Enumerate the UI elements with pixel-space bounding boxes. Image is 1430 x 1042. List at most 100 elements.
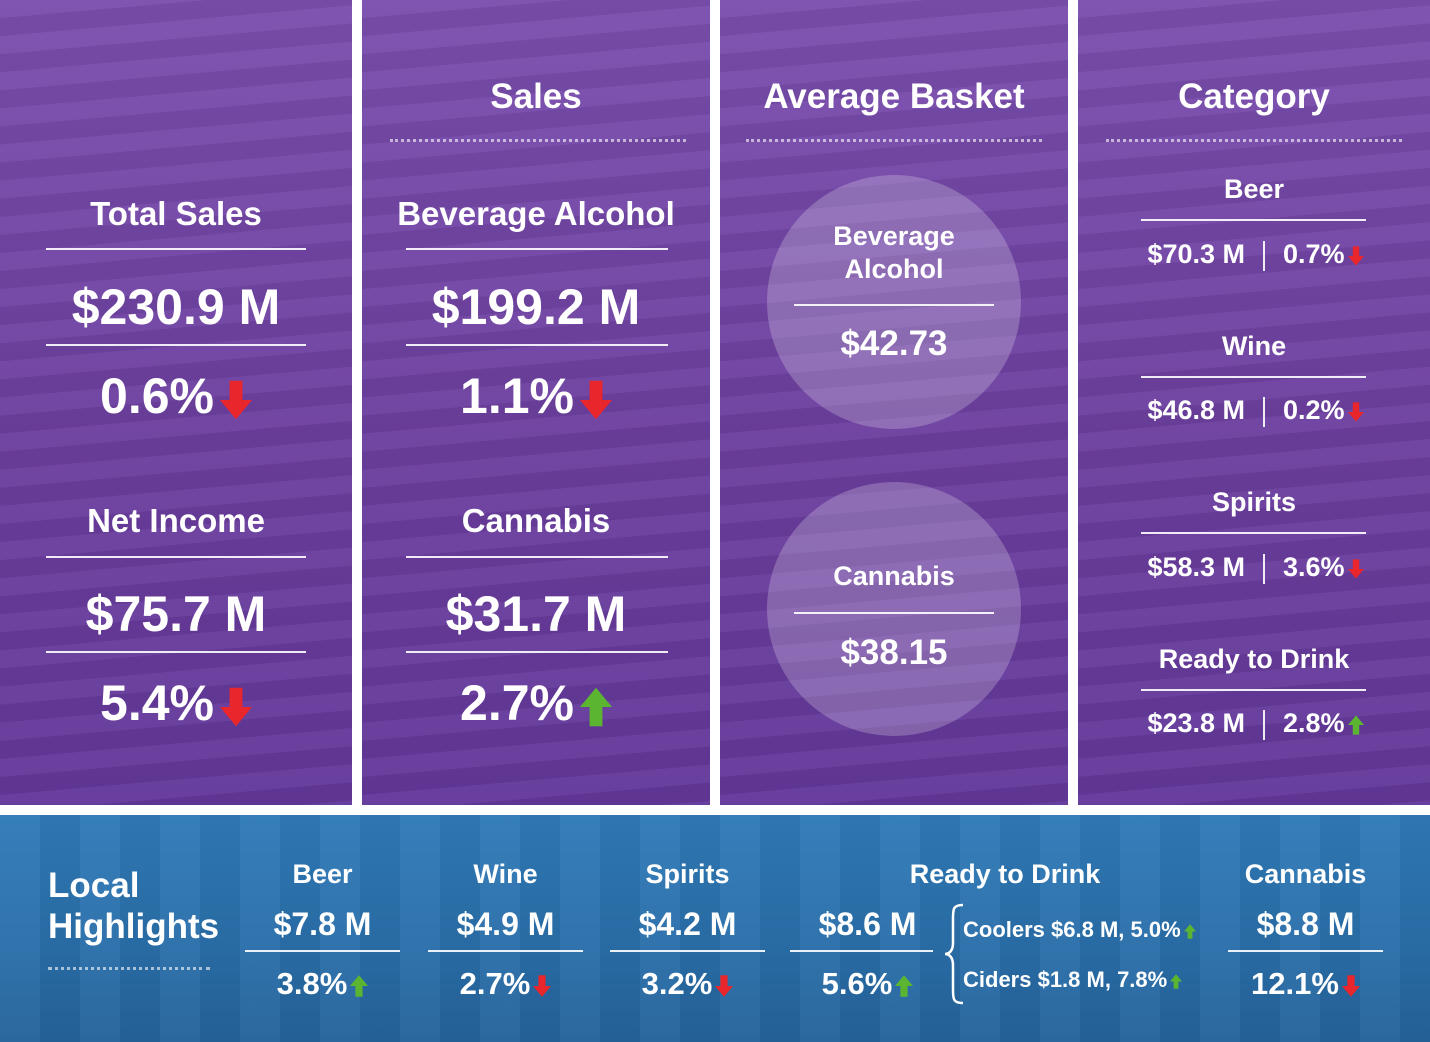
dotted-divider	[746, 139, 1042, 142]
separator	[1263, 241, 1265, 271]
local-spirits-value: $4.2 M	[638, 906, 737, 942]
divider	[245, 950, 400, 952]
arrow-down-icon	[580, 378, 612, 422]
basket-cannabis-value: $38.15	[840, 633, 948, 672]
local-wine-label: Wine	[473, 859, 538, 889]
category-item-change: 0.2%	[1283, 395, 1345, 425]
arrow-up-icon	[1170, 973, 1182, 990]
arrow-down-icon	[533, 974, 551, 998]
category-item-change: 3.6%	[1283, 552, 1345, 582]
local-beer-change: 3.8%	[276, 966, 348, 1001]
divider	[1141, 532, 1366, 534]
dotted-divider	[1106, 139, 1402, 142]
divider	[46, 344, 306, 346]
local-rtd-coolers: Coolers $6.8 M, 5.0%	[963, 917, 1181, 942]
average-basket-panel: Average Basket Beverage Alcohol $42.73 C…	[720, 0, 1068, 805]
category-item-label: Beer	[1223, 174, 1285, 204]
divider	[46, 556, 306, 558]
arrow-down-icon	[715, 974, 733, 998]
beverage-alcohol-change-row: 1.1%	[362, 367, 710, 425]
beverage-alcohol-basket-circle	[767, 175, 1021, 429]
sales-panel: Sales Beverage Alcohol $199.2 M 1.1% Can…	[362, 0, 710, 805]
dotted-divider	[390, 139, 686, 142]
divider	[406, 651, 668, 653]
basket-cannabis-label: Cannabis	[833, 561, 955, 591]
local-rtd-label: Ready to Drink	[909, 859, 1101, 889]
separator	[1263, 554, 1265, 584]
category-item-change: 0.7%	[1283, 239, 1345, 269]
divider	[406, 248, 668, 250]
cannabis-change-row: 2.7%	[362, 674, 710, 732]
local-wine-change-row: 2.7%	[428, 966, 583, 1002]
divider	[428, 950, 583, 952]
net-income-change: 5.4%	[100, 675, 214, 731]
local-beer-label: Beer	[292, 859, 353, 889]
average-basket-title: Average Basket	[763, 77, 1025, 116]
arrow-down-icon	[220, 685, 252, 729]
basket-beverage-alcohol-value: $42.73	[840, 324, 948, 363]
category-item-change-row: 3.6%	[1283, 552, 1364, 583]
local-cannabis-change: 12.1%	[1251, 966, 1339, 1001]
cannabis-value: $31.7 M	[445, 586, 627, 642]
net-income-change-row: 5.4%	[0, 674, 352, 732]
divider	[794, 612, 994, 614]
cannabis-label: Cannabis	[461, 502, 611, 539]
divider	[794, 304, 994, 306]
arrow-up-icon	[1348, 714, 1364, 736]
category-item-value: $23.8 M	[1147, 708, 1245, 738]
local-highlights-title-line2: Highlights	[48, 907, 220, 946]
basket-label-line2: Alcohol	[844, 254, 944, 284]
local-beer-change-row: 3.8%	[245, 966, 400, 1002]
arrow-up-icon	[580, 685, 612, 729]
net-income-value: $75.7 M	[85, 586, 267, 642]
arrow-down-icon	[1348, 245, 1364, 267]
local-cannabis-value: $8.8 M	[1256, 906, 1355, 942]
basket-beverage-alcohol-label: Beverage Alcohol	[720, 220, 1068, 286]
arrow-down-icon	[220, 378, 252, 422]
local-spirits-change-row: 3.2%	[610, 966, 765, 1002]
local-beer-value: $7.8 M	[273, 906, 372, 942]
local-cannabis-label: Cannabis	[1244, 859, 1367, 889]
category-item-change: 2.8%	[1283, 708, 1345, 738]
divider	[790, 950, 933, 952]
local-rtd-ciders-row: Ciders $1.8 M, 7.8%	[963, 967, 1182, 993]
category-item-value: $58.3 M	[1147, 552, 1245, 582]
local-rtd-change: 5.6%	[821, 966, 893, 1001]
brace-icon	[944, 903, 964, 1005]
local-rtd-coolers-row: Coolers $6.8 M, 5.0%	[963, 917, 1196, 943]
total-sales-value: $230.9 M	[71, 279, 281, 335]
local-rtd-ciders: Ciders $1.8 M, 7.8%	[963, 967, 1168, 992]
separator	[1263, 710, 1265, 740]
arrow-down-icon	[1348, 558, 1364, 580]
divider	[610, 950, 765, 952]
category-item-change-row: 0.7%	[1283, 239, 1364, 270]
summary-panel: Total Sales $230.9 M 0.6% Net Income $75…	[0, 0, 352, 805]
divider	[46, 248, 306, 250]
sales-title: Sales	[490, 77, 582, 116]
divider	[1228, 950, 1383, 952]
separator	[1263, 397, 1265, 427]
local-highlights-band: Local Highlights Beer $7.8 M 3.8% Wine $…	[0, 815, 1430, 1042]
local-highlights-title-line1: Local	[48, 866, 140, 905]
total-sales-change-row: 0.6%	[0, 367, 352, 425]
arrow-up-icon	[350, 974, 368, 998]
category-item-label: Ready to Drink	[1158, 644, 1350, 674]
divider	[406, 556, 668, 558]
dotted-divider	[48, 967, 210, 970]
cannabis-basket-circle	[767, 482, 1021, 736]
local-wine-value: $4.9 M	[456, 906, 555, 942]
category-item-change-row: 0.2%	[1283, 395, 1364, 426]
total-sales-label: Total Sales	[90, 195, 262, 232]
arrow-up-icon	[1184, 923, 1196, 940]
basket-label-line1: Beverage	[833, 221, 955, 251]
category-item-value: $46.8 M	[1147, 395, 1245, 425]
divider	[46, 651, 306, 653]
arrow-up-icon	[895, 974, 913, 998]
beverage-alcohol-change: 1.1%	[460, 368, 574, 424]
category-item-change-row: 2.8%	[1283, 708, 1364, 739]
total-sales-change: 0.6%	[100, 368, 214, 424]
divider	[1141, 689, 1366, 691]
local-spirits-change: 3.2%	[641, 966, 713, 1001]
local-cannabis-change-row: 12.1%	[1228, 966, 1383, 1002]
category-title: Category	[1178, 77, 1330, 116]
